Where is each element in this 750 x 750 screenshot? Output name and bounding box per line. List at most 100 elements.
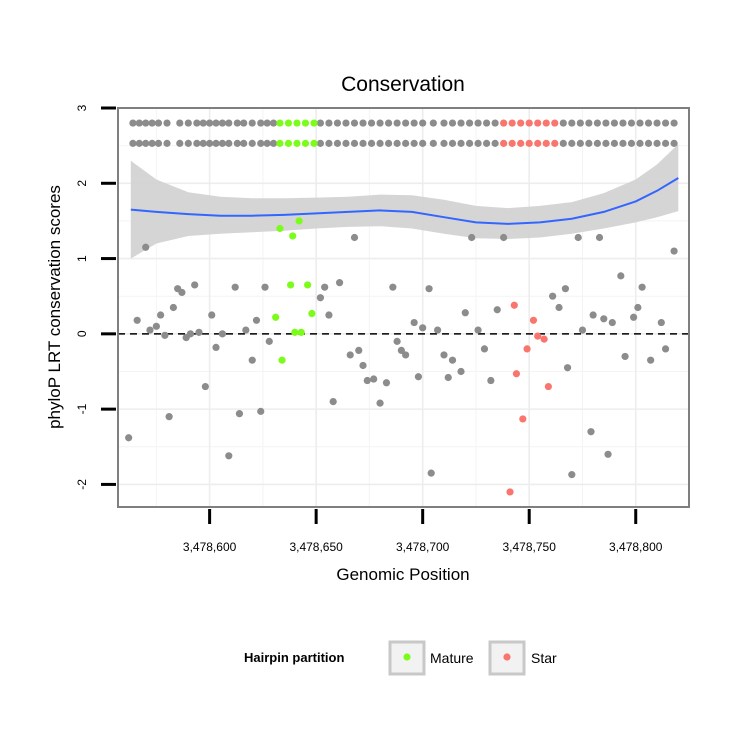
data-point-other [500, 233, 508, 242]
rug-point-other [148, 139, 156, 147]
rug-point-other [142, 119, 150, 127]
rug-point-other [419, 119, 427, 127]
data-point-other [152, 322, 160, 330]
rug-point-other [410, 139, 418, 147]
data-point-other [493, 306, 501, 314]
rug-point-other [440, 119, 448, 127]
plot-panel [118, 108, 689, 507]
rug-point-other [199, 139, 207, 147]
plot-area: -2 -1 0 1 2 3 3,478,600 3,478,650 3,478,700 3,478… [75, 104, 690, 554]
rug-point-star [517, 139, 525, 147]
data-point-mature [289, 232, 297, 240]
x-tick-label: 3,478,600 [183, 540, 237, 554]
data-point-mature [297, 328, 305, 336]
rug-point-other [129, 119, 137, 127]
rug-point-other [184, 139, 192, 147]
data-point-other [329, 398, 337, 406]
rug-point-other [199, 119, 207, 127]
rug-point-other [212, 139, 220, 147]
chart-title: Conservation [341, 73, 465, 96]
rug-point-other [593, 139, 601, 147]
rug-point-other [627, 139, 636, 147]
rug-point-other [448, 139, 457, 147]
data-point-other [321, 283, 329, 291]
data-point-other [414, 373, 423, 381]
rug-point-mature [293, 119, 301, 127]
data-point-other [657, 318, 665, 327]
data-point-other [376, 399, 384, 407]
rug-point-star [525, 119, 533, 127]
data-point-other [125, 434, 133, 442]
rug-point-other [333, 139, 342, 147]
data-point-other [433, 326, 442, 334]
data-point-mature [304, 281, 312, 289]
data-point-mature [286, 281, 295, 289]
legend-label-mature: Mature [430, 650, 474, 666]
rug-point-other [585, 119, 593, 127]
data-point-other [474, 326, 482, 334]
rug-point-star [542, 119, 550, 127]
data-point-other [604, 450, 612, 458]
data-point-other [638, 283, 646, 291]
data-point-mature [278, 356, 286, 364]
rug-point-other [670, 119, 678, 127]
rug-point-other [240, 139, 248, 147]
data-point-other [461, 309, 469, 317]
data-point-star [544, 382, 552, 391]
data-point-other [235, 410, 244, 418]
rug-point-other [610, 119, 619, 127]
rug-point-other [376, 139, 384, 147]
data-point-other [444, 373, 452, 382]
y-tick-label: 0 [75, 330, 89, 337]
data-point-other [419, 324, 427, 332]
rug-point-other [491, 139, 499, 147]
data-point-other [146, 326, 154, 334]
x-axis-title: Genomic Position [336, 565, 469, 584]
rug-point-other [457, 139, 465, 147]
legend-label-star: Star [531, 650, 557, 666]
rug-point-other [384, 139, 393, 147]
data-point-other [480, 345, 489, 353]
data-point-other [389, 283, 397, 291]
rug-point-mature [301, 139, 310, 147]
data-point-other [634, 303, 642, 312]
legend-marker-star [503, 653, 511, 661]
rug-point-other [269, 119, 278, 127]
rug-point-other [342, 119, 350, 127]
data-point-star [519, 415, 527, 423]
y-axis-title: phyloP LRT conservation scores [45, 185, 64, 429]
data-point-other [468, 233, 476, 242]
data-point-other [248, 356, 256, 364]
rug-point-other [585, 139, 593, 147]
rug-point-other [248, 139, 256, 147]
rug-point-other [619, 119, 627, 127]
data-point-other [133, 316, 141, 324]
rug-point-mature [284, 119, 293, 127]
data-point-other [212, 343, 220, 351]
rug-point-star [500, 139, 508, 147]
rug-point-other [410, 119, 418, 127]
confidence-band [130, 144, 679, 259]
rug-point-other [568, 139, 576, 147]
data-point-other [397, 346, 405, 355]
data-point-star [512, 370, 521, 378]
rug-point-other [419, 139, 427, 147]
data-point-other [161, 331, 169, 339]
data-point-other [186, 330, 195, 338]
data-point-other [661, 345, 670, 353]
rug-point-other [325, 119, 333, 127]
rug-point-other [333, 119, 342, 127]
rug-point-other [316, 119, 325, 127]
data-point-other [169, 303, 177, 312]
rug-point-star [500, 119, 508, 127]
rug-point-star [525, 139, 533, 147]
data-point-other [370, 375, 378, 383]
data-point-mature [308, 309, 316, 318]
rug-point-other [636, 119, 644, 127]
rug-point-other [240, 119, 248, 127]
data-point-other [350, 233, 359, 242]
data-point-other [225, 452, 233, 460]
data-point-other [555, 303, 563, 312]
data-point-other [257, 407, 265, 415]
